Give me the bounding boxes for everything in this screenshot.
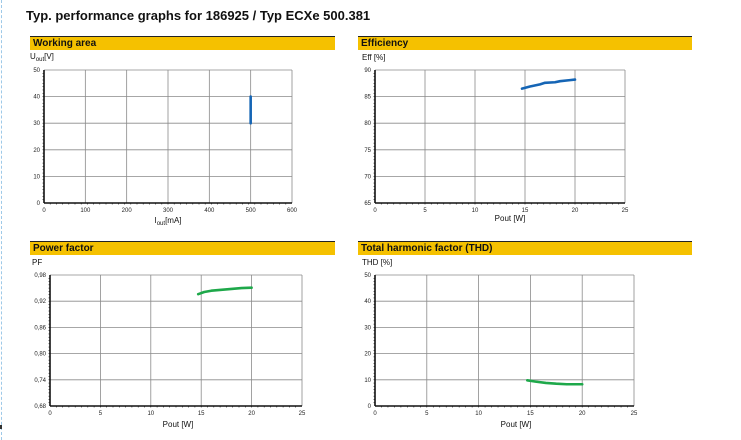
thd-y-tick-label: 20: [364, 352, 371, 358]
page-title: Typ. performance graphs for 186925 / Typ…: [26, 8, 371, 23]
efficiency-plot-area: [375, 70, 625, 203]
efficiency-title: Efficiency: [361, 38, 409, 49]
thd-x-tick-label: 0: [373, 411, 377, 417]
efficiency-ylabel: Eff [%]: [362, 53, 386, 62]
power-factor-x-tick-label: 0: [48, 411, 52, 417]
thd-x-tick-label: 15: [527, 411, 534, 417]
working-area-ylabel-sub: out: [35, 57, 45, 63]
power-factor-y-tick-label: 0,68: [34, 404, 46, 410]
thd-series-line: [525, 379, 584, 386]
efficiency-y-tick-label: 90: [364, 68, 371, 74]
thd-y-tick-label: 50: [364, 273, 371, 279]
thd-ylabel: THD [%]: [362, 258, 393, 267]
efficiency-y-tick-label: 75: [364, 148, 371, 154]
efficiency-y-tick-label: 80: [364, 121, 371, 127]
page-margin-guide: [1, 0, 2, 440]
working-area-x-tick-label: 100: [80, 208, 91, 214]
power-factor-y-tick-label: 0,74: [34, 378, 46, 384]
power-factor-series-line: [196, 286, 253, 296]
efficiency-x-tick-label: 0: [373, 208, 377, 214]
working-area-y-tick-label: 10: [33, 174, 40, 180]
thd-header: Total harmonic factor (THD): [358, 241, 692, 255]
thd-y-tick-label: 10: [364, 378, 371, 384]
thd-x-tick-label: 25: [631, 411, 638, 417]
working-area-y-tick-label: 0: [37, 201, 41, 207]
thd-xlabel: Pout [W]: [500, 420, 532, 429]
working-area-y-tick-label: 30: [33, 121, 40, 127]
thd-x-tick-label: 10: [475, 411, 482, 417]
efficiency-x-tick-label: 10: [472, 208, 479, 214]
power-factor-y-tick-label: 0,86: [34, 325, 46, 331]
margin-mark: [0, 425, 2, 429]
power-factor-x-tick-label: 5: [99, 411, 103, 417]
working-area-xlabel: Iout[mA]: [138, 216, 198, 227]
power-factor-ylabel: PF: [32, 258, 43, 267]
working-area-ylabel-unit: [V]: [44, 52, 54, 61]
power-factor-x-tick-label: 10: [147, 411, 154, 417]
working-area-y-tick-label: 50: [33, 68, 40, 74]
working-area-y-tick-label: 40: [33, 95, 40, 101]
efficiency-y-tick-label: 65: [364, 201, 371, 207]
thd-x-tick-label: 5: [425, 411, 429, 417]
efficiency-x-tick-label: 5: [423, 208, 427, 214]
efficiency-series-line: [520, 78, 577, 90]
working-area-title: Working area: [33, 38, 97, 49]
power-factor-x-tick-label: 20: [248, 411, 255, 417]
power-factor-x-tick-label: 15: [198, 411, 205, 417]
power-factor-plot-area: [50, 275, 302, 406]
thd-y-tick-label: 40: [364, 299, 371, 305]
working-area-x-tick-label: 500: [246, 208, 257, 214]
efficiency-y-tick-label: 70: [364, 174, 371, 180]
working-area-header: Working area: [30, 36, 335, 50]
working-area-xlabel-sub: out: [156, 221, 166, 227]
power-factor-y-tick-label: 0,80: [34, 352, 46, 358]
power-factor-header: Power factor: [30, 241, 335, 255]
efficiency-y-tick-label: 85: [364, 95, 371, 101]
thd-y-tick-label: 0: [368, 404, 372, 410]
thd-y-tick-label: 30: [364, 325, 371, 331]
thd-plot-area: [375, 275, 634, 406]
working-area-ylabel: Uout[V]: [30, 52, 54, 63]
working-area-x-tick-label: 400: [204, 208, 215, 214]
efficiency-xlabel: Pout [W]: [494, 214, 526, 223]
working-area-xlabel-main: I: [154, 216, 157, 225]
working-area-ylabel-main: U: [30, 52, 36, 61]
efficiency-x-tick-label: 15: [522, 208, 529, 214]
thd-title: Total harmonic factor (THD): [361, 243, 493, 254]
working-area-x-tick-label: 0: [42, 208, 46, 214]
efficiency-header: Efficiency: [358, 36, 692, 50]
working-area-x-tick-label: 300: [163, 208, 174, 214]
thd-x-tick-label: 20: [579, 411, 586, 417]
working-area-y-tick-label: 20: [33, 148, 40, 154]
working-area-xlabel-unit: [mA]: [165, 216, 182, 225]
power-factor-y-tick-label: 0,98: [34, 273, 46, 279]
power-factor-xlabel: Pout [W]: [162, 420, 194, 429]
power-factor-y-tick-label: 0,92: [34, 299, 46, 305]
power-factor-title: Power factor: [33, 243, 94, 254]
working-area-x-tick-label: 200: [122, 208, 133, 214]
working-area-x-tick-label: 600: [287, 208, 298, 214]
efficiency-x-tick-label: 25: [622, 208, 629, 214]
power-factor-x-tick-label: 25: [299, 411, 306, 417]
efficiency-x-tick-label: 20: [572, 208, 579, 214]
